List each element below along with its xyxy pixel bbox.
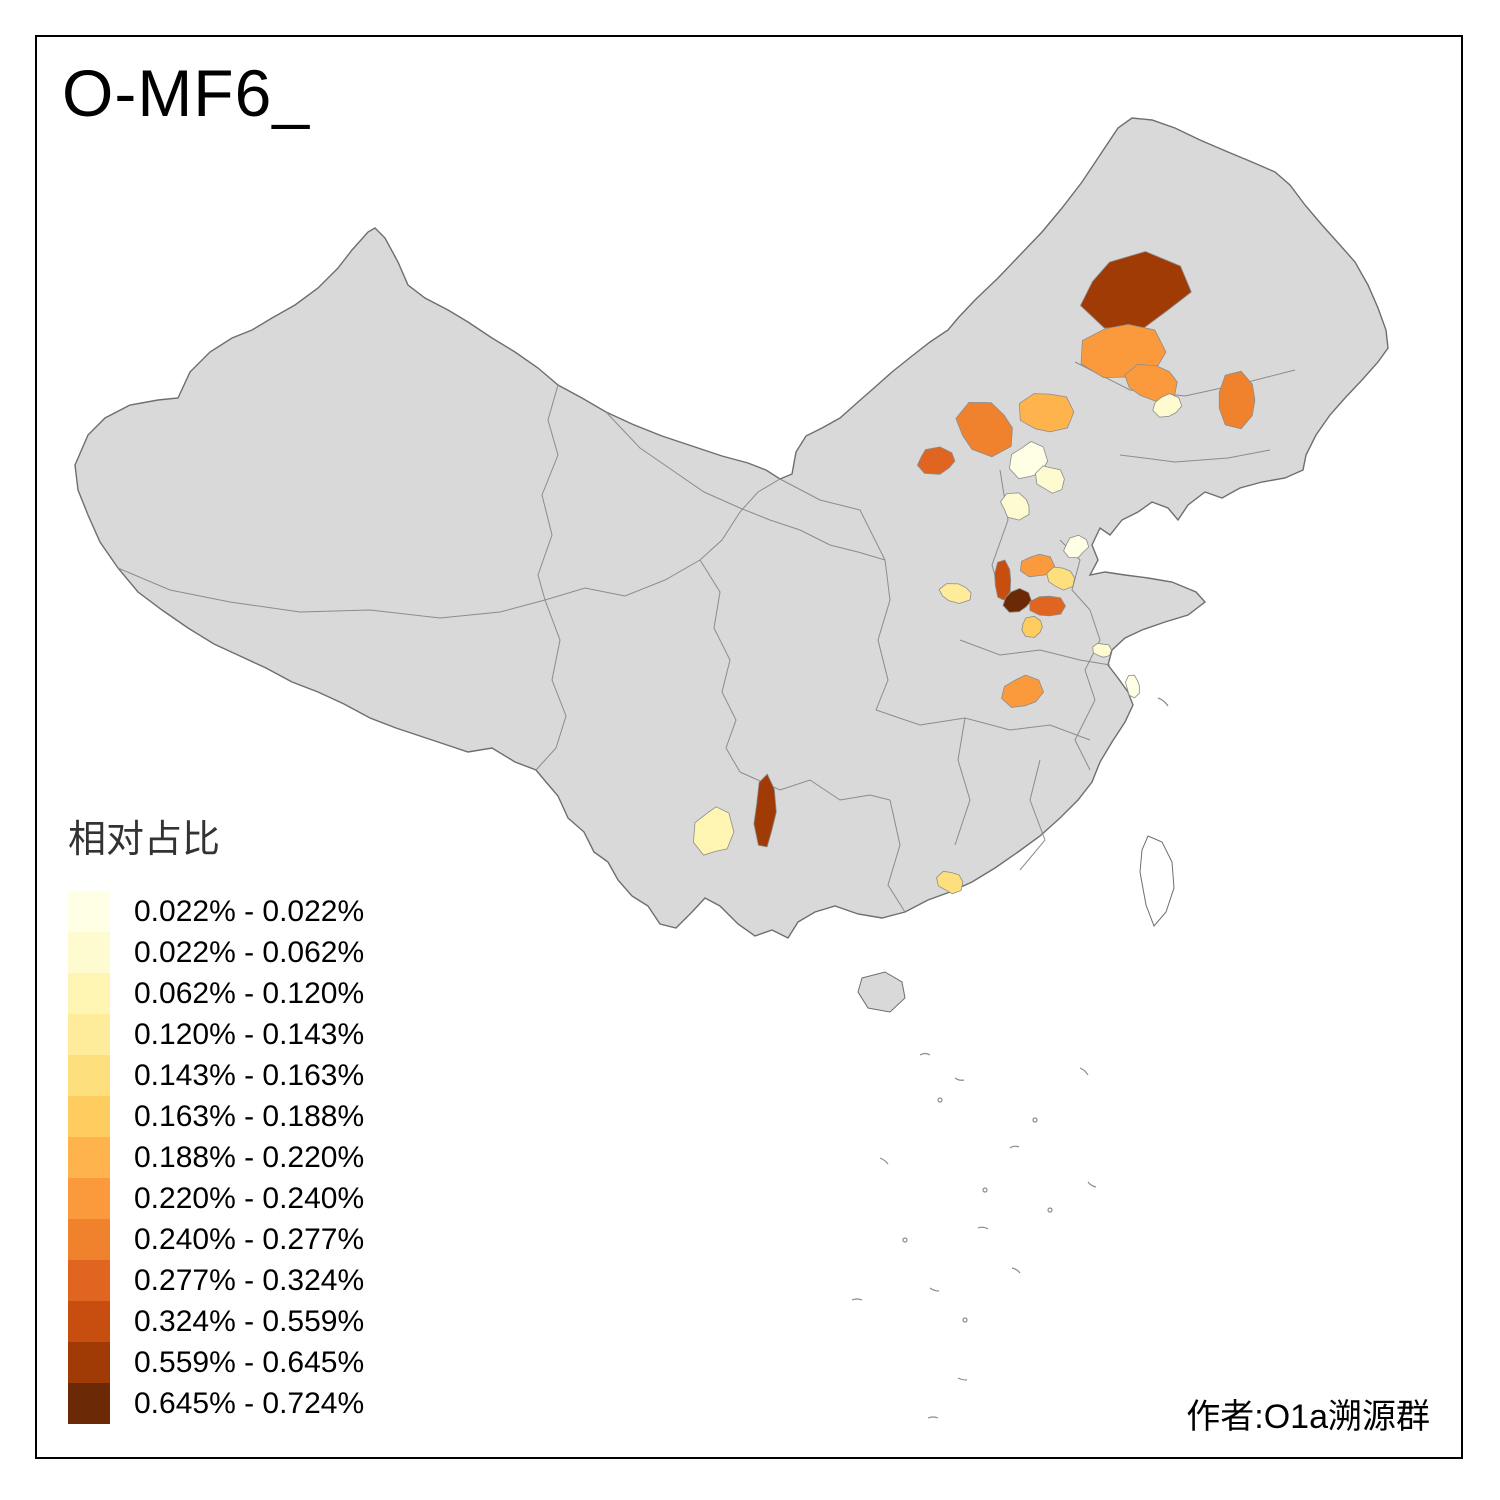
legend-item: 0.143% - 0.163% (68, 1055, 364, 1096)
legend-label: 0.163% - 0.188% (134, 1099, 365, 1133)
legend-swatch (68, 1260, 110, 1301)
legend-swatch (68, 1137, 110, 1178)
map-region-guangdong-north (936, 870, 964, 895)
legend-swatch (68, 1096, 110, 1137)
legend-label: 0.277% - 0.324% (134, 1263, 365, 1297)
legend-swatch (68, 1342, 110, 1383)
legend-label: 0.240% - 0.277% (134, 1222, 365, 1256)
map-region-inner-mongolia-west (916, 446, 956, 475)
legend-item: 0.645% - 0.724% (68, 1383, 364, 1424)
legend-swatch (68, 1383, 110, 1424)
legend-item: 0.163% - 0.188% (68, 1096, 364, 1137)
map-region-shandong-southwest (1046, 566, 1076, 591)
legend-items: 0.022% - 0.022% 0.022% - 0.062% 0.062% - 0… (68, 891, 364, 1424)
legend-item: 0.324% - 0.559% (68, 1301, 364, 1342)
map-region-shandong-northwest (1063, 534, 1090, 559)
map-region-jilin-pale (1152, 393, 1183, 418)
legend-label: 0.220% - 0.240% (134, 1181, 365, 1215)
legend-label: 0.559% - 0.645% (134, 1345, 365, 1379)
legend-label: 0.645% - 0.724% (134, 1386, 365, 1420)
legend-label: 0.324% - 0.559% (134, 1304, 365, 1338)
legend-item: 0.220% - 0.240% (68, 1178, 364, 1219)
map-region-shanghai-coast-pale (1125, 674, 1140, 699)
legend-title: 相对占比 (68, 819, 221, 861)
legend-label: 0.022% - 0.062% (134, 935, 365, 969)
china-mainland-shape (74, 117, 1389, 939)
legend-item: 0.022% - 0.022% (68, 891, 364, 932)
map-region-guanzhong-west (938, 583, 972, 604)
hainan-island (857, 971, 906, 1013)
legend-swatch (68, 932, 110, 973)
taiwan-island (1139, 835, 1175, 927)
map-region-inner-mongolia-east (1018, 393, 1075, 433)
map-region-hebei-south (1000, 492, 1030, 521)
legend-swatch (68, 1178, 110, 1219)
map-region-inner-mongolia-central (955, 401, 1013, 458)
map-region-heilongjiang-central-large (1080, 251, 1192, 329)
author-credit: 作者:O1a溯源群 (1186, 1398, 1430, 1436)
legend-item: 0.062% - 0.120% (68, 973, 364, 1014)
legend-item: 0.120% - 0.143% (68, 1014, 364, 1055)
legend-swatch (68, 973, 110, 1014)
legend-item: 0.277% - 0.324% (68, 1260, 364, 1301)
legend-label: 0.143% - 0.163% (134, 1058, 365, 1092)
legend: 相对占比 0.022% - 0.022% 0.022% - 0.062% 0.062… (68, 808, 364, 1424)
legend-item: 0.188% - 0.220% (68, 1137, 364, 1178)
legend-swatch (68, 1055, 110, 1096)
legend-item: 0.240% - 0.277% (68, 1219, 364, 1260)
map-region-guizhou-west-strip (753, 773, 777, 848)
map-region-henan-north (1020, 553, 1056, 578)
legend-swatch (68, 1014, 110, 1055)
legend-label: 0.188% - 0.220% (134, 1140, 365, 1174)
map-region-hubei-central (1001, 674, 1045, 708)
map-region-henan-west-darkest (1002, 587, 1032, 613)
south-china-sea-islands (851, 697, 1169, 1419)
map-region-henan-east (1029, 595, 1066, 617)
legend-swatch (68, 891, 110, 932)
legend-label: 0.022% - 0.022% (134, 894, 365, 928)
map-region-hebei-northeast (1035, 465, 1065, 494)
legend-label: 0.120% - 0.143% (134, 1017, 365, 1051)
legend-swatch (68, 1219, 110, 1260)
legend-label: 0.062% - 0.120% (134, 976, 365, 1010)
map-region-jilin-east (1218, 370, 1256, 430)
legend-item: 0.022% - 0.062% (68, 932, 364, 973)
legend-item: 0.559% - 0.645% (68, 1342, 364, 1383)
map-region-henan-central-light (1021, 615, 1043, 638)
page-title: O-MF6_ (62, 56, 311, 130)
map-region-jiangsu-north-pale (1092, 642, 1112, 658)
choropleth-regions (692, 251, 1256, 895)
legend-swatch (68, 1301, 110, 1342)
map-region-yunnan-central-pale (692, 806, 735, 856)
